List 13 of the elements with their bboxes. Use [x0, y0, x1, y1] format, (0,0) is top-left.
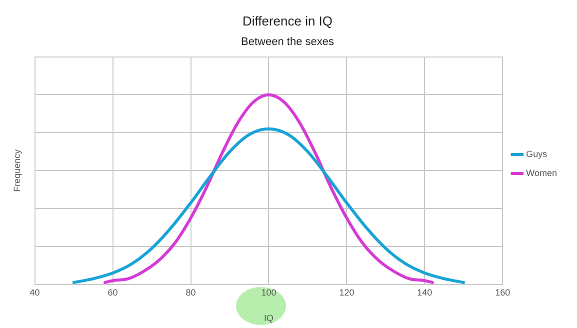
x-tick-label: 120 — [339, 287, 354, 298]
x-tick-label: 100 — [261, 287, 276, 298]
legend-label: Guys — [526, 148, 548, 159]
x-tick-label: 40 — [30, 287, 40, 298]
chart-title: Difference in IQ — [242, 13, 333, 28]
x-axis-title: IQ — [264, 313, 274, 324]
chart-subtitle: Between the sexes — [241, 36, 334, 48]
x-tick-label: 160 — [495, 287, 510, 298]
x-tick-label: 60 — [108, 287, 118, 298]
legend-label: Women — [526, 168, 558, 178]
y-axis-title: Frequency — [12, 148, 22, 192]
x-tick-label: 80 — [186, 287, 196, 298]
x-tick-label: 140 — [417, 287, 432, 298]
